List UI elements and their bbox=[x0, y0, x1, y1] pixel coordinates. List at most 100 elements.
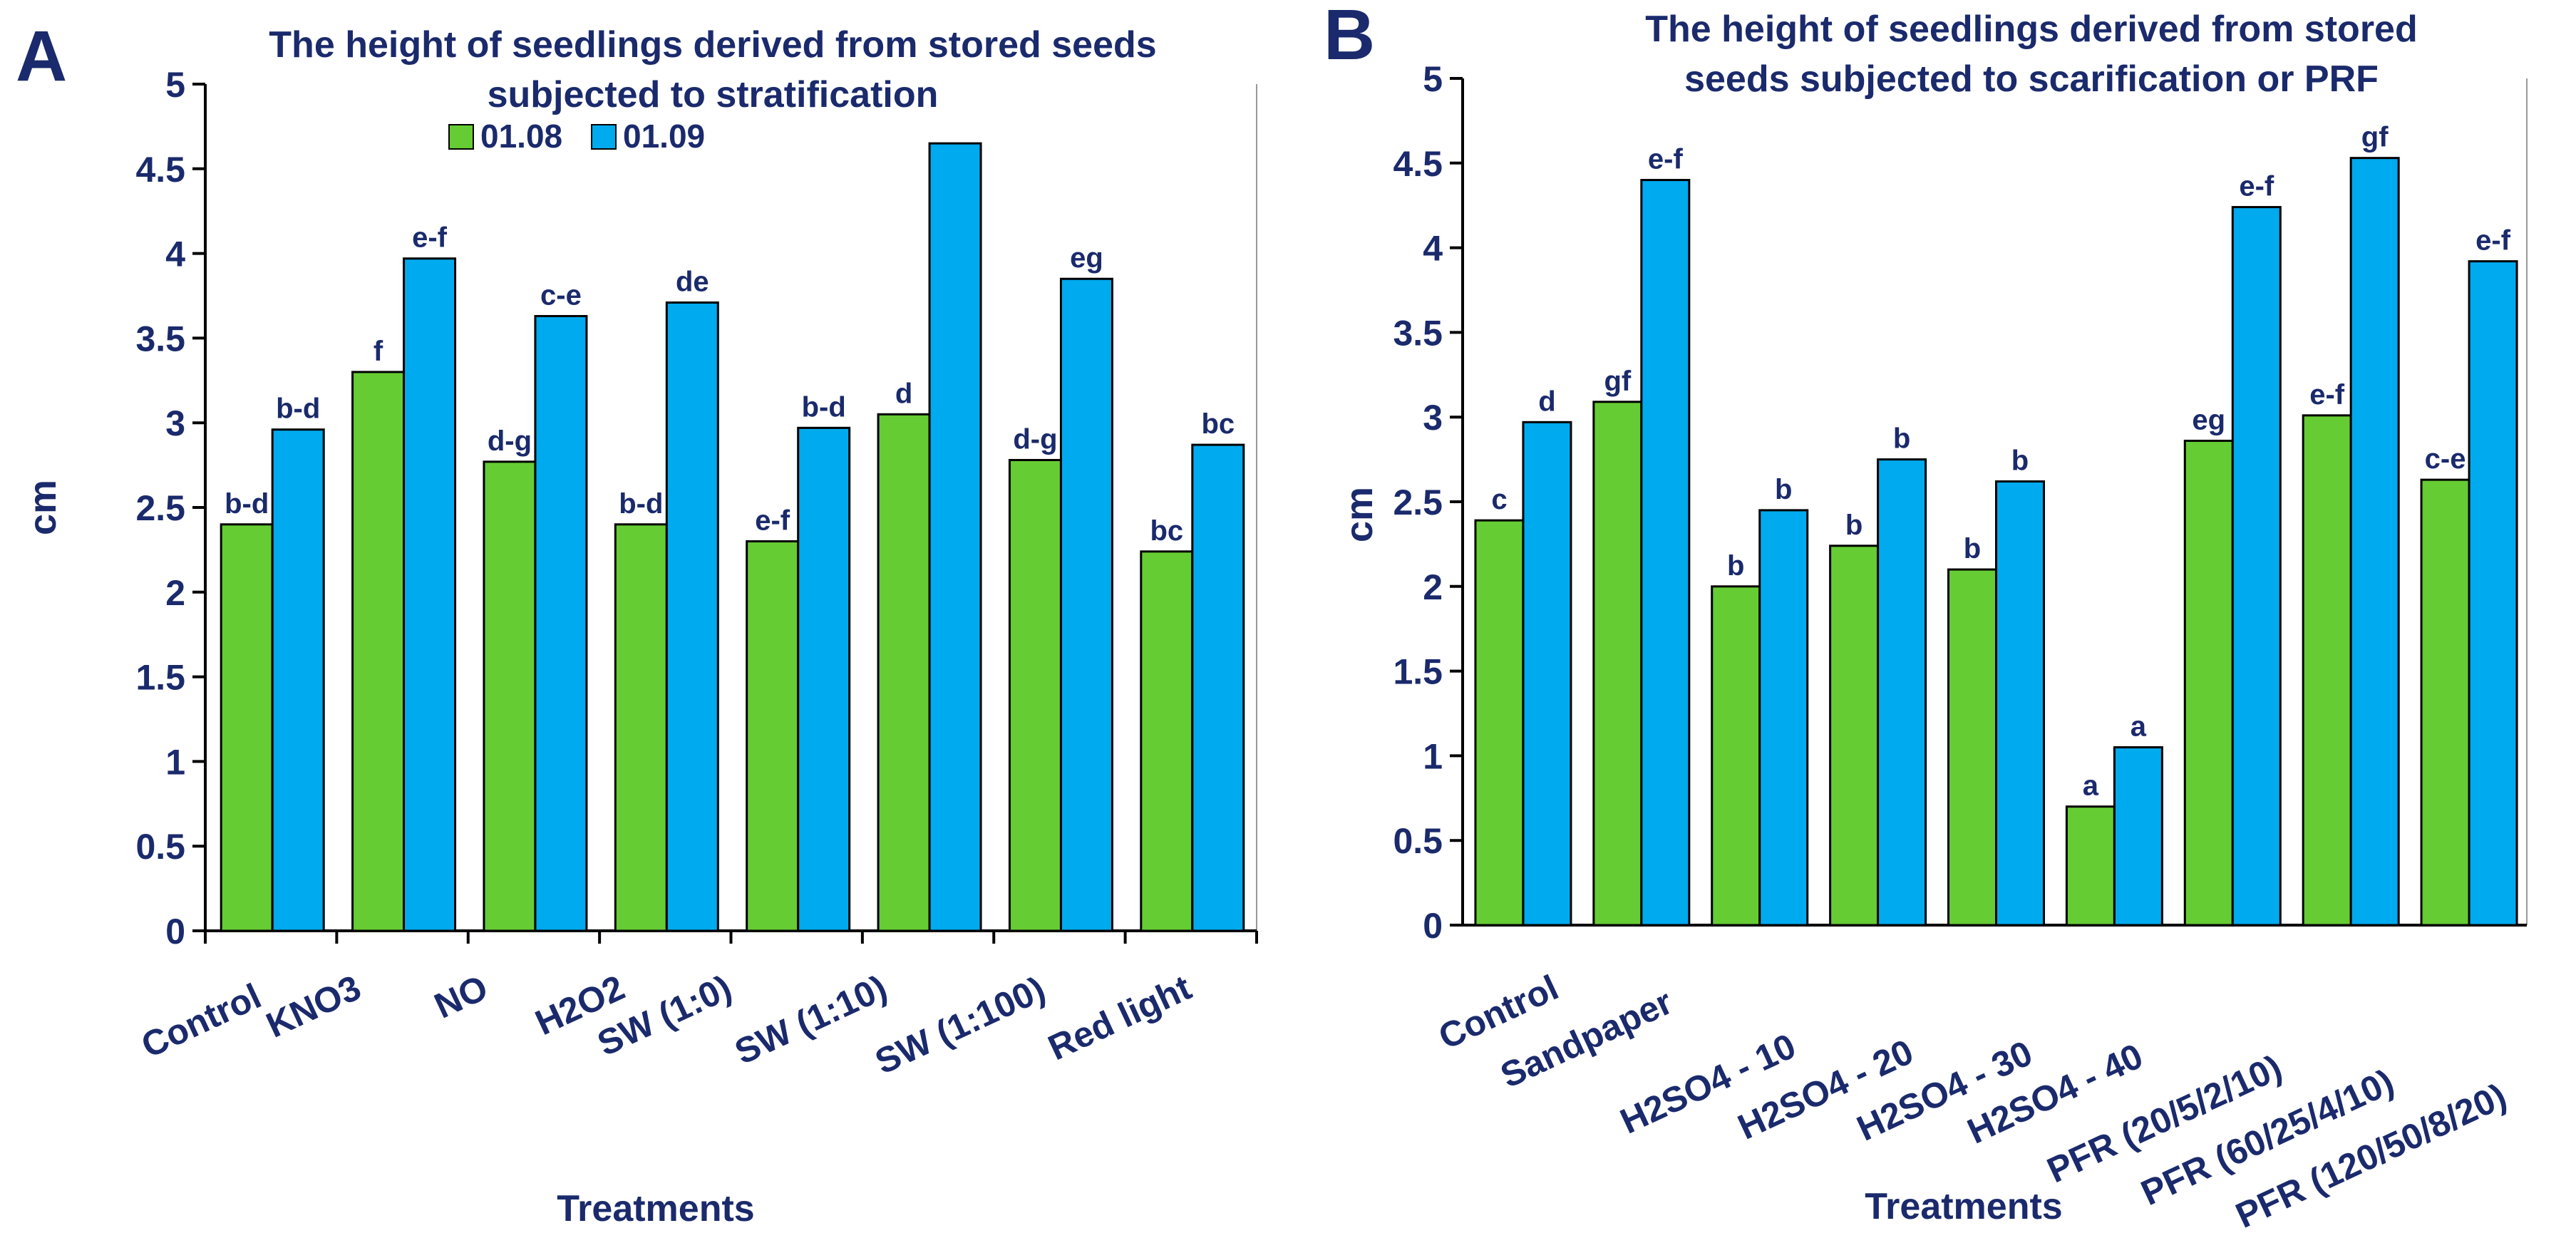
bar-series-1 bbox=[1592, 401, 1643, 927]
y-tick-label: 4.5 bbox=[135, 150, 185, 190]
legend-label-series-1: 01.08 bbox=[480, 118, 562, 155]
significance-letter: gf bbox=[1604, 366, 1631, 397]
significance-letter: b bbox=[2011, 445, 2029, 476]
significance-letter: d bbox=[1538, 386, 1555, 417]
y-tick-label: 1 bbox=[1423, 736, 1443, 776]
bar-series-1 bbox=[877, 413, 931, 932]
y-tick-label: 1 bbox=[165, 742, 185, 782]
bar-series-1 bbox=[1140, 550, 1194, 932]
significance-letter: a bbox=[2131, 711, 2147, 743]
y-tick-label: 5 bbox=[1423, 59, 1443, 99]
y-tick-label: 3.5 bbox=[1393, 313, 1443, 353]
bar-series-2 bbox=[665, 301, 719, 932]
significance-letter: gf bbox=[2361, 122, 2389, 153]
significance-letter: bc bbox=[1150, 515, 1183, 547]
bar-series-2 bbox=[1059, 277, 1113, 932]
x-category-label: SW (1:100) bbox=[869, 969, 1051, 1082]
significance-letter: e-f bbox=[755, 505, 790, 537]
significance-letter: b-d bbox=[802, 391, 846, 423]
significance-letter: b-d bbox=[276, 393, 320, 425]
significance-letter: a bbox=[2083, 770, 2099, 802]
legend-label-series-2: 01.09 bbox=[623, 118, 705, 155]
y-tick-label: 0.5 bbox=[1393, 821, 1443, 861]
bar-series-2 bbox=[2231, 206, 2282, 927]
bar-series-1 bbox=[2420, 478, 2471, 927]
y-axis-label: cm bbox=[1338, 487, 1381, 542]
significance-letter: b bbox=[1893, 423, 1910, 455]
y-tick-label: 4 bbox=[1423, 229, 1443, 269]
bar-series-2 bbox=[1640, 179, 1691, 927]
bar-series-2 bbox=[2349, 157, 2400, 927]
bar-series-2 bbox=[1877, 458, 1927, 927]
significance-letter: c bbox=[1491, 484, 1507, 515]
bar-series-2 bbox=[928, 142, 982, 932]
bar-series-2 bbox=[2113, 746, 2163, 927]
bar-series-1 bbox=[351, 371, 406, 932]
bar-series-1 bbox=[220, 523, 274, 932]
y-tick-label: 4.5 bbox=[1393, 144, 1443, 184]
y-tick-label: 2 bbox=[1423, 567, 1443, 607]
y-tick-label: 3 bbox=[165, 403, 185, 443]
bar-series-1 bbox=[2183, 439, 2234, 927]
significance-letter: c-e bbox=[540, 280, 582, 311]
y-tick-label: 1.5 bbox=[135, 658, 185, 698]
bar-series-1 bbox=[1474, 519, 1525, 927]
significance-letter: eg bbox=[2192, 404, 2225, 435]
significance-letter: b-d bbox=[619, 488, 663, 520]
y-tick-label: 2.5 bbox=[135, 488, 185, 528]
x-category-label: NO bbox=[428, 967, 494, 1026]
significance-letter: b bbox=[1775, 474, 1792, 505]
significance-letter: bc bbox=[1201, 408, 1235, 440]
significance-letter: f bbox=[373, 336, 383, 367]
significance-letter: e-f bbox=[2309, 379, 2345, 411]
bar-series-2 bbox=[403, 257, 457, 932]
significance-letter: b bbox=[1964, 533, 1981, 564]
significance-letter: b bbox=[1727, 550, 1744, 582]
significance-letter: c-e bbox=[2425, 443, 2466, 475]
chart-title-line-2: subjected to stratification bbox=[488, 74, 939, 115]
y-tick-label: 3.5 bbox=[135, 319, 185, 358]
bar-series-1 bbox=[746, 540, 800, 932]
bar-series-1 bbox=[1008, 458, 1062, 932]
bar-series-1 bbox=[1829, 545, 1880, 927]
significance-letter: b-d bbox=[225, 488, 269, 520]
bar-series-2 bbox=[1522, 421, 1572, 927]
panel-label: B bbox=[1324, 0, 1375, 75]
significance-letter: d-g bbox=[488, 425, 532, 457]
bar-series-1 bbox=[2302, 414, 2352, 927]
y-tick-label: 5 bbox=[165, 65, 185, 105]
y-tick-label: 0.5 bbox=[135, 827, 185, 867]
significance-letter: de bbox=[676, 267, 709, 298]
x-category-label: KNO3 bbox=[260, 967, 367, 1045]
y-tick-label: 4 bbox=[165, 234, 185, 274]
legend-swatch-series-1 bbox=[448, 124, 474, 150]
y-tick-label: 2.5 bbox=[1393, 483, 1443, 522]
x-category-label: Red light bbox=[1042, 967, 1197, 1068]
x-axis-label: Treatments bbox=[557, 1188, 754, 1229]
significance-letter: e-f bbox=[412, 222, 448, 254]
bar-series-1 bbox=[614, 523, 668, 932]
x-category-label: Control bbox=[135, 976, 267, 1066]
bar-series-2 bbox=[1191, 443, 1245, 932]
significance-letter: e-f bbox=[2239, 171, 2274, 202]
legend-swatch-series-2 bbox=[591, 124, 617, 150]
chart-title-line-1: The height of seedlings derived from sto… bbox=[269, 24, 1156, 66]
panel-label: A bbox=[16, 16, 67, 96]
x-axis-label: Treatments bbox=[1865, 1186, 2062, 1227]
bar-series-1 bbox=[2065, 805, 2116, 927]
bar-series-1 bbox=[1711, 585, 1761, 927]
y-axis-label: cm bbox=[21, 480, 64, 535]
y-tick-label: 1.5 bbox=[1393, 652, 1443, 692]
bar-series-2 bbox=[1758, 509, 1809, 927]
y-tick-label: 0 bbox=[165, 912, 185, 951]
y-tick-label: 2 bbox=[165, 573, 185, 613]
significance-letter: d-g bbox=[1013, 423, 1057, 455]
y-tick-label: 0 bbox=[1423, 906, 1443, 946]
bar-series-1 bbox=[483, 460, 537, 932]
chart-title-line-2: seeds subjected to scarification or PRF bbox=[1684, 58, 2379, 100]
significance-letter: eg bbox=[1070, 242, 1103, 274]
significance-letter: d bbox=[895, 378, 912, 409]
bar-series-2 bbox=[1995, 480, 2045, 927]
